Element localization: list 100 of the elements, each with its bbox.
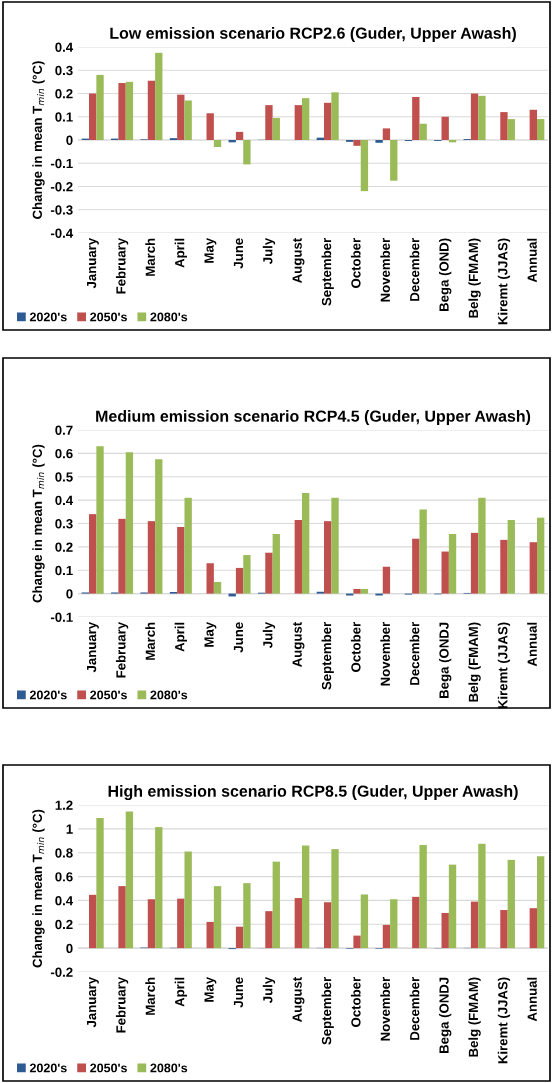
bar <box>412 538 420 594</box>
y-axis-title: Change in mean T$_{min}$ (°C) <box>32 444 45 603</box>
bar <box>478 497 486 594</box>
bar <box>294 898 302 949</box>
bar <box>265 911 273 949</box>
x-tick-label: Annual <box>527 622 537 667</box>
bar <box>272 861 280 949</box>
y-tick-label: 0.5 <box>55 472 73 482</box>
x-tick-label: Bega (OND) <box>439 238 452 312</box>
bar <box>470 93 479 140</box>
bar <box>448 534 457 594</box>
bar <box>500 909 508 949</box>
x-tick-label: September <box>321 622 334 690</box>
x-tick-label: August <box>292 622 305 667</box>
x-tick-label: September <box>321 238 334 306</box>
x-tick-label: October <box>350 622 361 672</box>
bar <box>265 552 273 594</box>
bar <box>507 119 515 140</box>
legend-label: 2080's <box>150 312 188 322</box>
x-tick-label: June <box>233 977 244 1008</box>
bar <box>382 128 391 140</box>
y-tick-label: 0.1 <box>55 565 73 576</box>
bar <box>206 921 214 949</box>
legend-label: 2020's <box>29 1063 67 1073</box>
bar <box>301 98 310 140</box>
legend-label: 2080's <box>150 690 188 700</box>
bar <box>375 140 383 143</box>
y-tick-label: -0.3 <box>50 205 73 215</box>
bar <box>419 123 427 140</box>
bar <box>470 532 479 594</box>
y-tick-label: 0.3 <box>55 65 73 76</box>
bar <box>155 459 163 594</box>
x-tick-label: Belg (FMAM) <box>468 977 481 1057</box>
bar <box>147 899 156 949</box>
legend-label: 2080's <box>150 1063 188 1073</box>
bar <box>155 827 163 949</box>
x-tick-label: Kiremt (JJAS) <box>497 977 511 1064</box>
bar <box>324 521 332 594</box>
bar <box>529 908 537 949</box>
x-tick-label: Belg (FMAM) <box>468 238 481 318</box>
y-tick-label: -0.1 <box>50 612 73 622</box>
legend-label: 2050's <box>90 312 127 322</box>
y-axis-title: Change in mean T$_{min}$ (°C) <box>32 61 45 219</box>
x-tick-label: October <box>350 977 361 1027</box>
bar <box>147 521 156 594</box>
bar <box>235 131 244 140</box>
bar <box>294 105 302 140</box>
bar <box>125 452 134 594</box>
y-tick-label: 0 <box>66 943 73 954</box>
y-tick-label: 0.1 <box>55 112 73 122</box>
x-tick-label: April <box>174 238 187 268</box>
bar <box>206 563 214 594</box>
bar <box>412 96 420 140</box>
bar <box>294 519 302 594</box>
x-tick-label: March <box>145 238 155 276</box>
bar <box>390 140 398 181</box>
bar <box>412 896 420 949</box>
x-tick-label: July <box>262 237 276 265</box>
bar <box>89 93 97 140</box>
bar <box>353 935 361 949</box>
x-tick-label: September <box>321 977 334 1045</box>
x-tick-label: August <box>292 977 305 1022</box>
x-tick-label: December <box>409 622 420 685</box>
y-tick-label: -0.4 <box>50 228 74 238</box>
bar <box>118 83 126 140</box>
x-tick-label: April <box>174 622 187 652</box>
y-tick-label: 0.7 <box>55 425 73 435</box>
x-tick-label: March <box>145 622 155 660</box>
x-tick-label: Bega (ONDJ <box>439 622 452 698</box>
x-tick-label: July <box>262 621 276 649</box>
bar <box>213 886 222 949</box>
bar <box>331 497 339 594</box>
bar <box>360 894 369 949</box>
y-tick-label: 0.4 <box>55 495 74 506</box>
x-tick-label: Kiremt (JJAS) <box>497 622 511 709</box>
y-tick-label: 0 <box>66 589 73 599</box>
bar <box>155 52 163 140</box>
bar <box>96 74 104 140</box>
x-tick-label: August <box>292 238 305 283</box>
bar <box>243 140 251 165</box>
bar <box>324 102 332 140</box>
bar <box>529 109 537 140</box>
bar <box>470 901 479 949</box>
x-tick-label: May <box>204 976 217 1002</box>
chart-title: Medium emission scenario RCP4.5 (Guder, Upper Awash) <box>96 410 531 425</box>
x-tick-label: November <box>380 622 390 686</box>
bar <box>96 446 104 594</box>
y-tick-label: 0.6 <box>55 448 73 459</box>
bar <box>507 519 515 594</box>
bar <box>96 818 104 949</box>
y-tick-label: 0.2 <box>55 89 73 99</box>
bar <box>353 140 361 146</box>
bar <box>213 140 222 147</box>
x-tick-label: Kiremt (JJAS) <box>497 238 511 325</box>
y-axis-title: Change in mean T$_{min}$ (°C) <box>32 809 45 968</box>
bar <box>500 539 508 594</box>
x-tick-label: January <box>87 976 99 1028</box>
x-tick-label: July <box>262 976 276 1004</box>
bar <box>441 912 449 949</box>
bar <box>272 117 280 140</box>
